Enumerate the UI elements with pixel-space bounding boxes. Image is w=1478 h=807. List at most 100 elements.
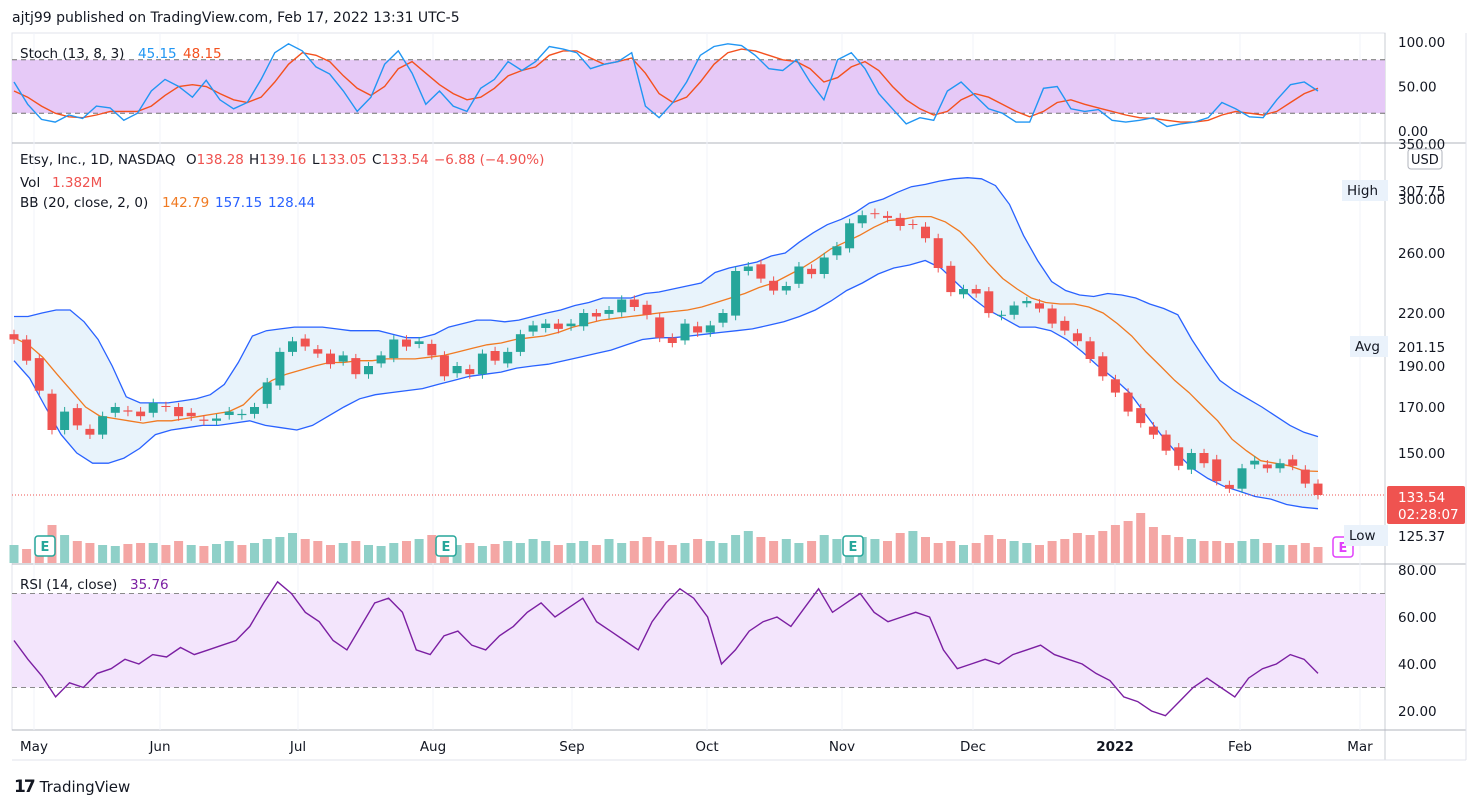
volume-bar (933, 543, 943, 563)
candle-body (22, 339, 32, 361)
candle-body (895, 217, 905, 226)
volume-bar (22, 549, 32, 563)
price-y-tick: 170.00 (1398, 400, 1445, 416)
price-y-tick: 300.00 (1398, 192, 1445, 208)
chart-frame (11, 32, 1467, 761)
countdown-value: 02:28:07 (1398, 507, 1459, 523)
volume-bar (1085, 535, 1095, 563)
volume-bar (1022, 543, 1032, 563)
stoch-y-tick: 50.00 (1398, 80, 1437, 96)
high-label: High (1347, 183, 1378, 199)
volume-bar (693, 539, 703, 563)
tradingview-logo: 17 (14, 777, 36, 797)
candle-body (110, 407, 120, 413)
candle-body (997, 314, 1006, 316)
candle-body (617, 299, 627, 313)
tradingview-brand: TradingView (39, 778, 131, 796)
rsi-legend: RSI (14, close) 35.76 (20, 577, 169, 593)
bb-upper-line (14, 177, 1319, 438)
volume-bar (617, 543, 627, 563)
volume-bar (174, 541, 184, 563)
price-y-tick: 260.00 (1398, 246, 1445, 262)
rsi-line (13, 580, 1319, 717)
volume-bar (895, 533, 905, 563)
rsi-y-tick: 60.00 (1398, 610, 1437, 626)
x-axis-label: Jul (289, 739, 306, 755)
volume-bar (1186, 539, 1196, 563)
volume-bar (1250, 539, 1260, 563)
volume-bar (971, 543, 981, 563)
stoch-k-value: 45.15 (138, 46, 177, 62)
candle-body (655, 317, 665, 338)
candle-body (503, 351, 513, 364)
volume-bar (566, 543, 576, 563)
candle-body (667, 337, 677, 343)
volume-bar (883, 541, 892, 563)
candle-body (85, 428, 95, 435)
rsi-panel (12, 580, 1385, 717)
candle-body (98, 416, 108, 435)
volume-bar (870, 539, 880, 563)
volume-bar (1136, 513, 1146, 563)
volume-bar (515, 543, 525, 563)
candle-body (984, 291, 994, 314)
candle-body (731, 271, 741, 316)
price-legend: Etsy, Inc., 1D, NASDAQ O138.28 H139.16 L… (20, 152, 544, 211)
volume-bar (946, 541, 956, 563)
x-axis-label: Aug (420, 739, 446, 755)
candle-body (1313, 483, 1323, 495)
volume-bar (9, 545, 19, 563)
candle-body (136, 411, 146, 417)
volume-bar (503, 541, 513, 563)
rsi-zone (12, 593, 1385, 688)
candle-body (515, 334, 525, 352)
volume-bar (351, 541, 361, 563)
candle-body (414, 341, 424, 344)
candle-body (300, 338, 310, 347)
candle-body (1161, 434, 1171, 451)
volume-bar (1161, 535, 1171, 563)
volume-bar (402, 541, 411, 563)
last-price-value: 133.54 (1398, 490, 1445, 506)
volume-bar (364, 545, 373, 563)
candle-body (250, 407, 259, 414)
candle-body (579, 313, 589, 327)
candle-body (326, 353, 335, 365)
volume-bar (667, 545, 677, 563)
volume-bar (629, 541, 639, 563)
bb-fill (14, 177, 1318, 509)
volume-bar (591, 545, 601, 563)
candle-body (718, 313, 728, 323)
volume-bar (541, 541, 551, 563)
volume-bar (237, 545, 247, 563)
volume-bar (199, 546, 209, 563)
candle-body (908, 224, 918, 225)
candle-body (72, 408, 82, 426)
volume-bar (1072, 533, 1082, 563)
candle-body (1110, 379, 1120, 393)
volume-bar (250, 543, 259, 563)
volume-bar (338, 543, 348, 563)
volume-bar (959, 545, 968, 563)
stoch-overbought-oversold-zone (12, 59, 1385, 114)
candle-body (832, 246, 842, 256)
x-axis-label: Nov (829, 739, 855, 755)
candle-body (591, 313, 601, 317)
stoch-d-value: 48.15 (183, 46, 222, 62)
volume-bar (642, 537, 652, 563)
candle-body (553, 323, 563, 329)
candle-body (870, 213, 880, 215)
candle-body (389, 339, 399, 359)
volume-bar (414, 539, 424, 563)
candle-body (921, 226, 930, 239)
candle-body (883, 215, 892, 218)
volume-bar (1123, 521, 1133, 563)
candle-body (1047, 308, 1057, 324)
volume-bar (997, 539, 1006, 563)
high-label-box (1342, 180, 1388, 201)
volume-bar (186, 545, 196, 563)
candle-body (313, 349, 323, 354)
candle-body (439, 355, 449, 377)
volume-bar (1300, 543, 1310, 563)
